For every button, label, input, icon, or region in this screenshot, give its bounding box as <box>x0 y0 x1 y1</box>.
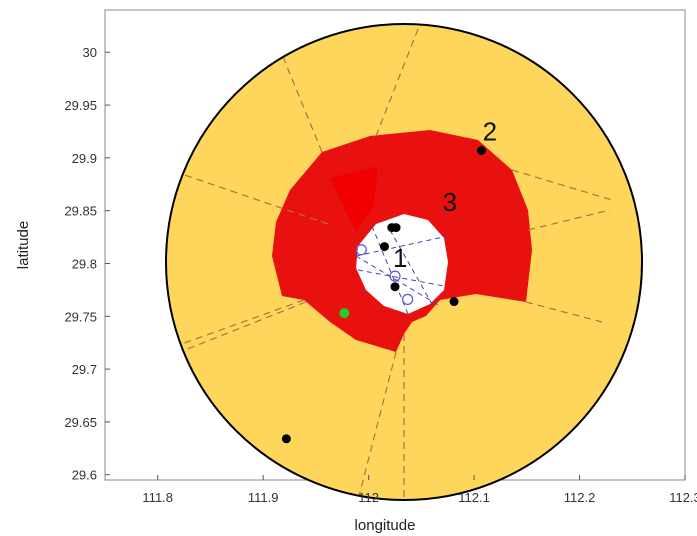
inner-boundary-1 <box>355 255 441 307</box>
region-label-3: 3 <box>443 187 457 217</box>
marks <box>281 145 486 444</box>
x-tick-label-1: 111.9 <box>248 490 279 505</box>
y-tick-label-4: 29.8 <box>72 256 97 271</box>
x-tick-label-0: 111.8 <box>142 490 173 505</box>
red-sector <box>330 166 378 232</box>
y-tick-label-3: 29.75 <box>64 309 97 324</box>
sector-boundary-8 <box>179 301 307 353</box>
y-tick-label-1: 29.65 <box>64 415 97 430</box>
y-tick-label-0: 29.6 <box>72 468 97 483</box>
point-2 <box>281 434 291 444</box>
y-tick-label-8: 30 <box>83 45 97 60</box>
x-tick-label-4: 112.2 <box>564 490 596 505</box>
y-tick-label-5: 29.85 <box>64 204 97 219</box>
inner-boundary-4 <box>357 269 445 287</box>
x-tick-label-5: 112.3 <box>669 490 697 505</box>
sector-boundary-4 <box>525 301 603 323</box>
y-axis-label: latitude <box>15 221 32 269</box>
point-6 <box>390 282 400 292</box>
y-tick-label-7: 29.95 <box>64 98 97 113</box>
point-0 <box>476 145 486 155</box>
x-tick-label-2: 112 <box>358 490 379 505</box>
open-marker-1 <box>389 270 401 282</box>
outer-boundary <box>165 23 643 501</box>
sector-boundary-5 <box>357 351 397 500</box>
sector-boundary-1 <box>375 24 421 137</box>
inner-boundary-2 <box>371 225 409 315</box>
x-axis-label: longitude <box>355 517 416 534</box>
axes: 111.8 111.9 112 112.1 112.2 112.3 29.6 29.65 29.… <box>15 45 697 534</box>
plot-area <box>104 9 686 501</box>
inner-zone <box>356 214 448 314</box>
point-1 <box>449 297 459 307</box>
y-tick-label-2: 29.7 <box>72 362 97 377</box>
y-tick-label-6: 29.9 <box>72 151 97 166</box>
point-4 <box>391 223 401 233</box>
open-marker-0 <box>355 244 367 256</box>
sector-boundary-3 <box>527 209 611 231</box>
point-5 <box>379 242 389 252</box>
open-marker-2 <box>402 293 414 305</box>
sector-boundary-2 <box>511 169 613 201</box>
x-tick-label-3: 112.1 <box>458 490 490 505</box>
texts: 1 2 3 <box>393 116 497 273</box>
sector-boundary-7 <box>175 299 305 347</box>
region-label-2: 2 <box>483 116 497 146</box>
region-label-1: 1 <box>393 243 407 273</box>
sector-boundary-9 <box>169 169 329 225</box>
point-7 <box>339 308 350 319</box>
inner-boundary-0 <box>355 235 449 257</box>
